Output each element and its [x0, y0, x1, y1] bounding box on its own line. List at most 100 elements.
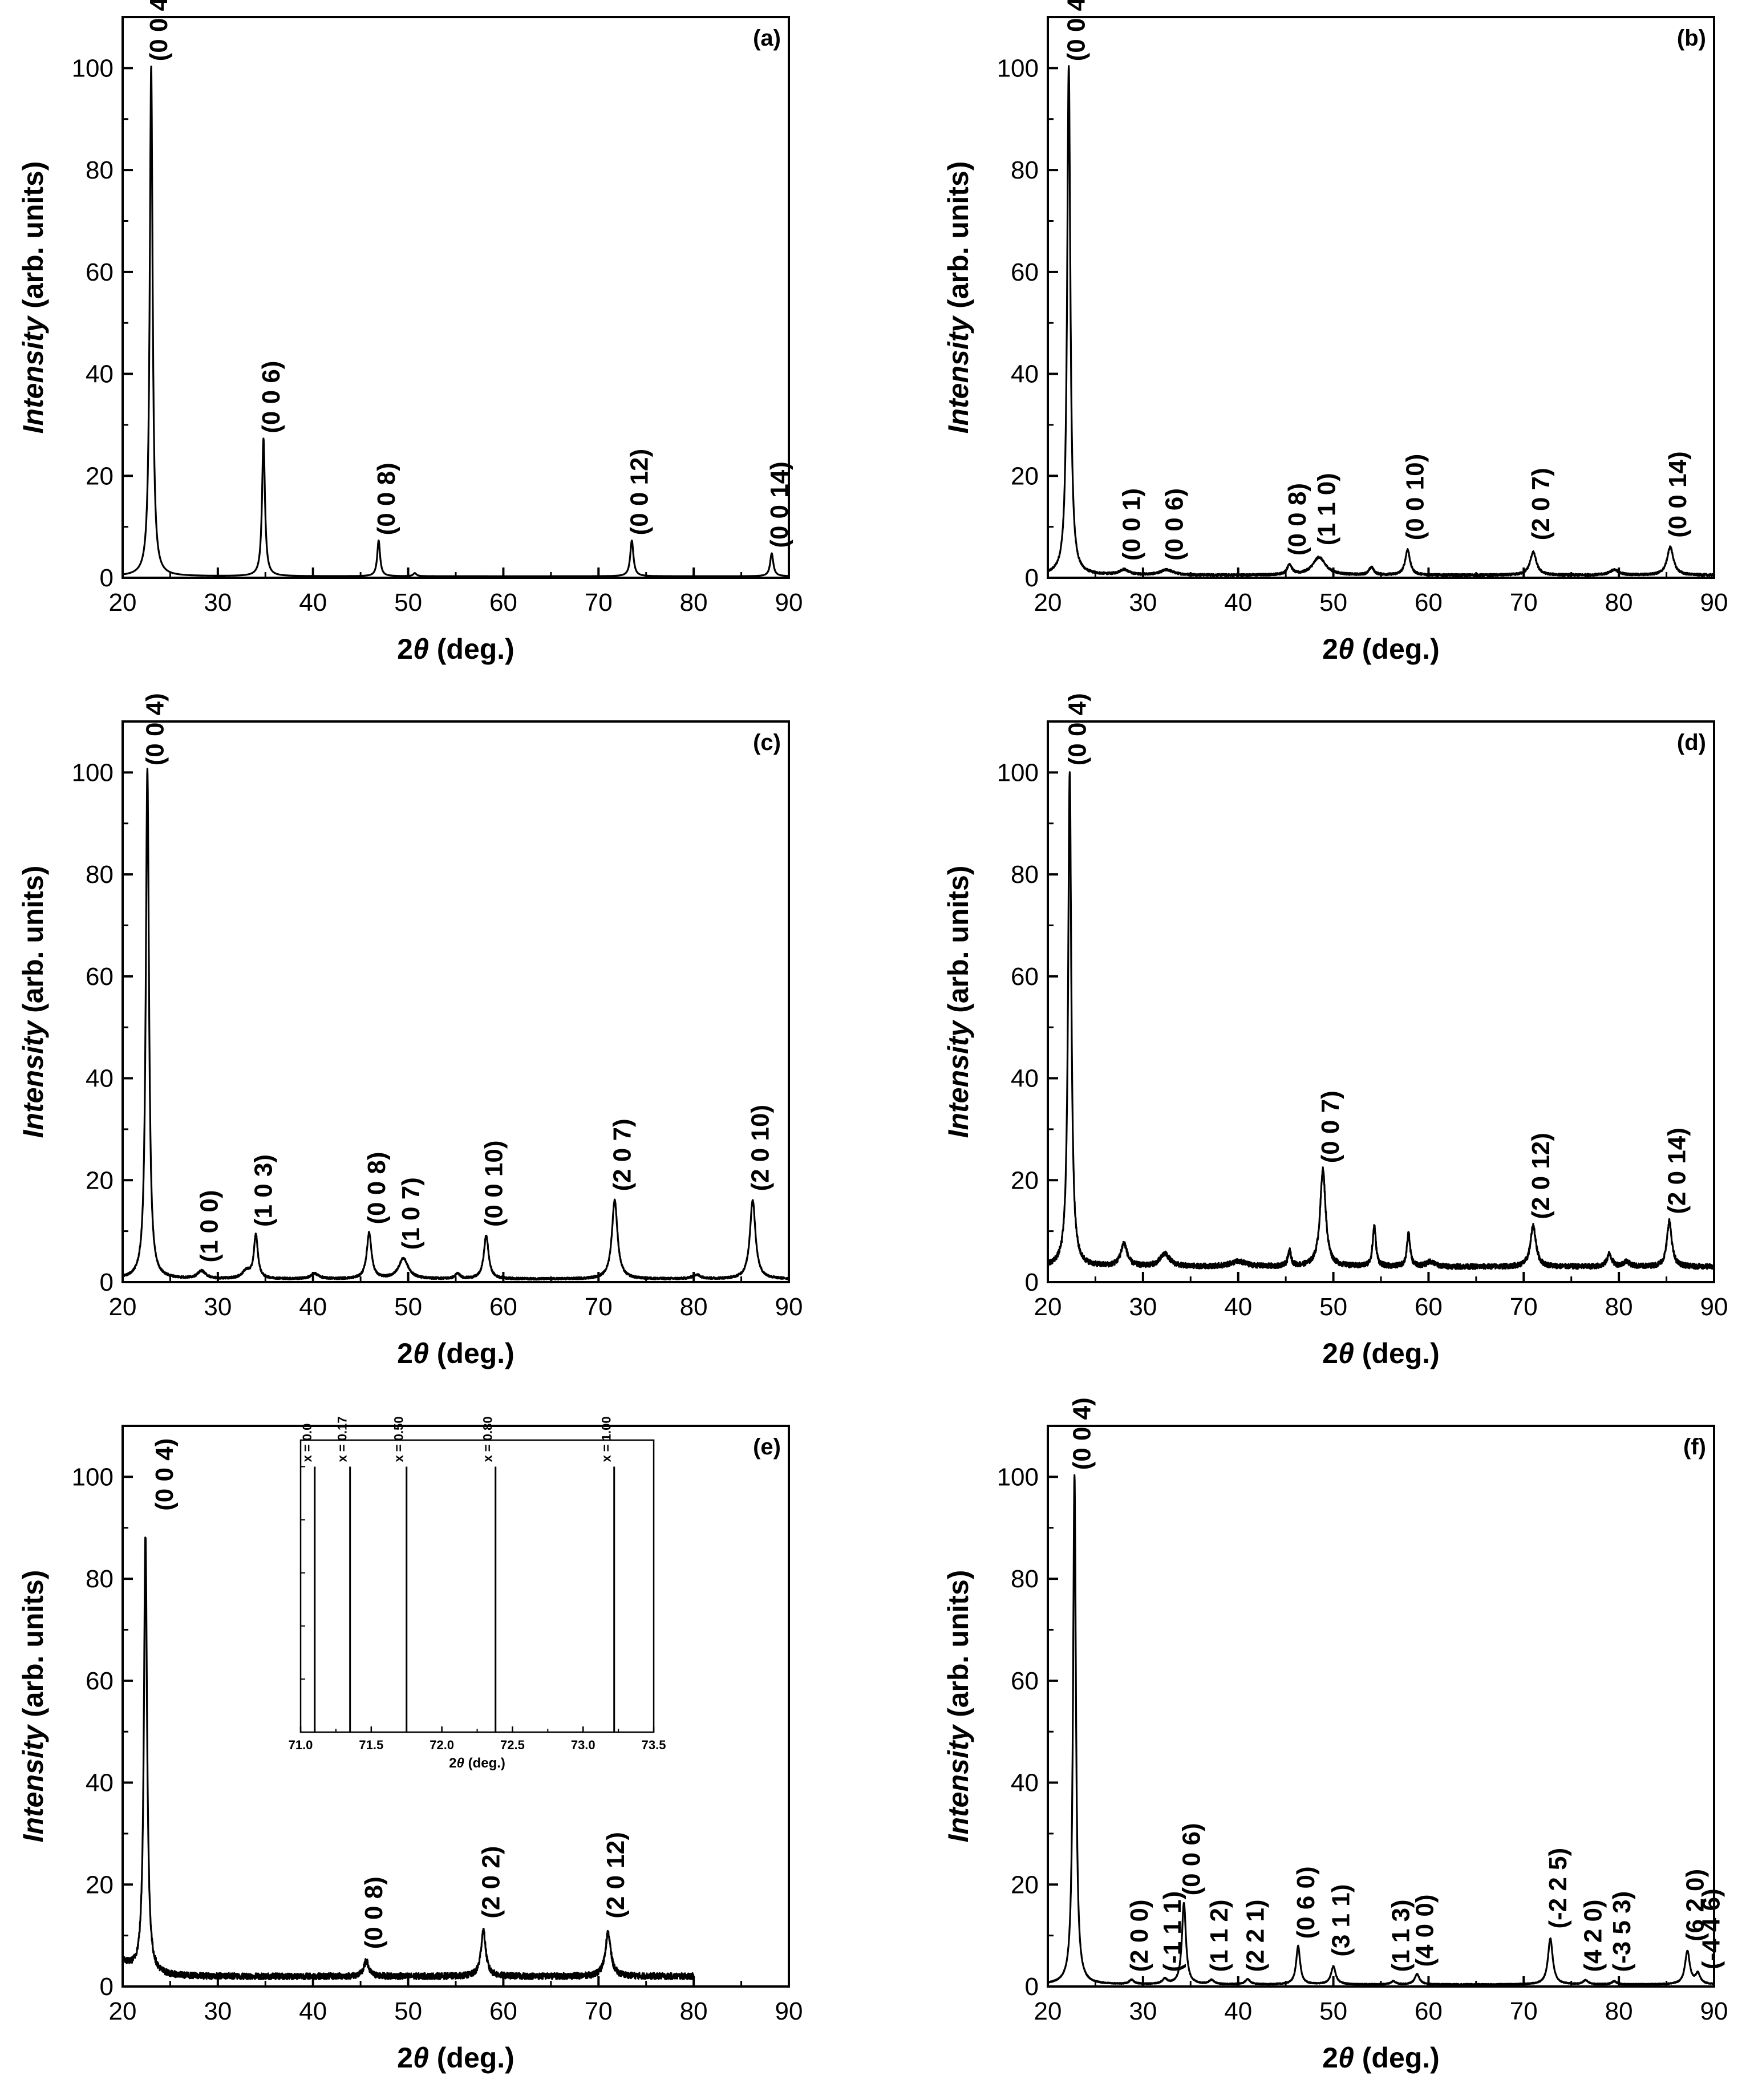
y-axis-label: Intensity (arb. units) — [942, 1570, 974, 1843]
x-tick-label: 20 — [109, 1293, 137, 1321]
y-tick-label: 80 — [1011, 156, 1039, 184]
peak-label: (-1 1 1) — [1158, 1891, 1186, 1972]
peak-label: (0 0 6) — [257, 361, 285, 433]
diffraction-line — [121, 768, 790, 1281]
peak-label: (-4 4 6) — [1698, 1888, 1725, 1969]
peak-label: (2 2 1) — [1241, 1899, 1269, 1972]
y-tick-label: 40 — [86, 1769, 114, 1797]
y-tick-label: 20 — [86, 462, 114, 490]
y-tick-label: 0 — [100, 1268, 114, 1296]
y-axis-label-intensity: Intensity — [17, 315, 49, 434]
peak-label: (0 6 0) — [1292, 1866, 1320, 1939]
peak-label: (2 0 12) — [1527, 1133, 1555, 1219]
x-tick-label: 50 — [394, 1293, 422, 1321]
x-tick-label: 80 — [680, 1997, 708, 2025]
x-tick-label: 70 — [585, 1293, 613, 1321]
x-tick-label: 20 — [1034, 1997, 1062, 2025]
x-axis-label-theta: θ — [413, 2042, 429, 2074]
peak-label: (0 0 14) — [765, 461, 793, 548]
inset-line-label: x = 0.50 — [392, 1416, 406, 1462]
y-tick-label: 40 — [86, 360, 114, 388]
x-tick-label: 50 — [1319, 1997, 1347, 2025]
y-axis-label: Intensity (arb. units) — [942, 161, 974, 434]
inset-x-axis-label-theta: θ — [457, 1756, 464, 1771]
y-axis-label-unit: (arb. units) — [942, 866, 974, 1021]
y-tick-label: 0 — [100, 564, 114, 592]
y-tick-label: 80 — [1011, 1565, 1039, 1593]
y-axis-label: Intensity (arb. units) — [17, 866, 49, 1138]
x-tick-label: 40 — [1224, 1293, 1252, 1321]
y-tick-label: 100 — [72, 759, 114, 787]
inset-x-axis-label: 2θ (deg.) — [449, 1756, 505, 1771]
inset-x-axis-label-unit: (deg.) — [464, 1756, 505, 1771]
x-axis-label-two: 2 — [397, 2042, 413, 2074]
y-axis-label-unit: (arb. units) — [17, 866, 49, 1021]
x-tick-label: 80 — [680, 589, 708, 617]
y-tick-label: 0 — [1025, 1268, 1039, 1296]
x-tick-label: 60 — [489, 589, 517, 617]
y-tick-label: 80 — [1011, 861, 1039, 889]
y-axis-label-unit: (arb. units) — [17, 1570, 49, 1725]
x-tick-label: 70 — [585, 1997, 613, 2025]
x-axis-label-two: 2 — [1322, 633, 1338, 665]
x-tick-label: 40 — [299, 1997, 327, 2025]
y-tick-label: 40 — [1011, 360, 1039, 388]
peak-label: (4 2 0) — [1579, 1899, 1607, 1972]
inset-x-tick-label: 73.0 — [571, 1738, 595, 1752]
x-axis-label: 2θ (deg.) — [397, 1337, 515, 1369]
x-axis-label-two: 2 — [397, 633, 413, 665]
x-tick-label: 30 — [204, 1293, 232, 1321]
x-tick-label: 60 — [1415, 1293, 1443, 1321]
x-tick-label: 80 — [1605, 1293, 1633, 1321]
x-tick-label: 20 — [109, 1997, 137, 2025]
inset-x-tick-label: 71.0 — [289, 1738, 313, 1752]
peak-label: (2 0 12) — [602, 1832, 630, 1919]
y-axis-label-intensity: Intensity — [942, 1020, 974, 1138]
x-tick-label: 50 — [1319, 589, 1347, 617]
peak-label: (0 0 4) — [1068, 1397, 1096, 1470]
y-tick-label: 60 — [1011, 1667, 1039, 1695]
plot-frame — [1047, 720, 1715, 1283]
y-tick-label: 100 — [997, 54, 1039, 82]
y-tick-label: 0 — [1025, 564, 1039, 592]
x-axis-label-theta: θ — [1338, 633, 1354, 665]
peak-label: (0 0 4) — [145, 0, 173, 61]
x-tick-label: 20 — [109, 589, 137, 617]
x-tick-label: 40 — [299, 589, 327, 617]
x-tick-label: 60 — [489, 1293, 517, 1321]
peak-label: (1 1 0) — [1313, 473, 1341, 545]
y-tick-label: 100 — [72, 1463, 114, 1491]
panel-label: (a) — [753, 26, 781, 51]
x-axis-label: 2θ (deg.) — [1322, 2042, 1440, 2074]
y-axis-label: Intensity (arb. units) — [17, 161, 49, 434]
x-tick-label: 70 — [1510, 1293, 1538, 1321]
y-tick-label: 20 — [1011, 462, 1039, 490]
inset-x-axis-label-two: 2 — [449, 1756, 456, 1771]
peak-label: (0 0 8) — [360, 1876, 388, 1949]
x-tick-label: 30 — [204, 589, 232, 617]
x-axis-label-theta: θ — [1338, 2042, 1354, 2074]
x-axis-label: 2θ (deg.) — [1322, 1337, 1440, 1369]
x-axis-label-unit: (deg.) — [1354, 1337, 1440, 1369]
x-tick-label: 40 — [1224, 589, 1252, 617]
x-tick-label: 30 — [204, 1997, 232, 2025]
y-tick-label: 100 — [997, 1463, 1039, 1491]
peak-label: (2 0 7) — [609, 1118, 637, 1191]
y-tick-label: 40 — [1011, 1769, 1039, 1797]
panel-label: (e) — [753, 1434, 781, 1460]
x-tick-label: 60 — [489, 1997, 517, 2025]
x-axis-label-two: 2 — [397, 1337, 413, 1369]
peak-label: (2 0 0) — [1125, 1899, 1153, 1972]
x-axis-label: 2θ (deg.) — [397, 2042, 515, 2074]
peak-label: (0 0 4) — [1063, 0, 1091, 61]
peak-label: (0 0 4) — [151, 1438, 179, 1511]
y-axis-label-unit: (arb. units) — [942, 161, 974, 317]
peak-label: (0 0 12) — [626, 449, 654, 536]
x-tick-label: 50 — [394, 1997, 422, 2025]
panel-label: (b) — [1677, 26, 1706, 51]
panel-label: (c) — [753, 730, 781, 755]
y-tick-label: 60 — [1011, 963, 1039, 991]
